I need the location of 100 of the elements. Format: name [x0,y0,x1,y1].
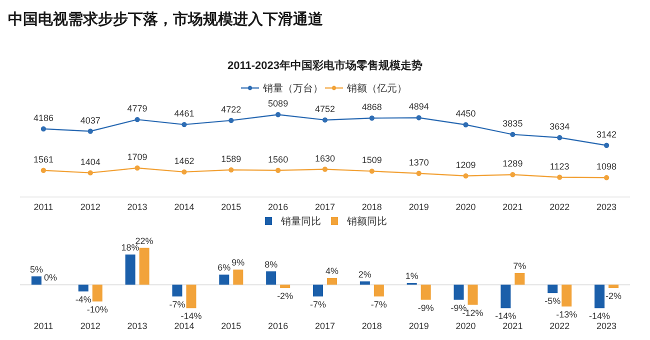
point [416,115,422,120]
x-tick-label: 2013 [127,321,148,331]
x-tick-label: 2012 [80,202,100,212]
data-label: 4450 [456,108,476,119]
data-label: 4186 [33,112,54,123]
x-tick-label: 2019 [408,321,429,331]
bar [186,284,196,308]
bar [139,248,150,285]
x-tick-label: 2015 [221,202,242,212]
data-label: -9% [418,302,434,313]
data-label: -9% [450,302,467,313]
data-label: 3634 [550,122,570,132]
point [604,175,610,180]
data-label: -10% [86,304,108,314]
point [134,165,140,171]
point [369,116,375,121]
data-label: -7% [169,299,186,310]
x-tick-label: 2021 [502,321,523,331]
data-label: -4% [75,294,92,304]
x-tick-label: 2011 [34,321,54,331]
chart-title: 中国电视需求步步下落，市场规模进入下滑通道 [8,10,324,28]
point [322,166,328,172]
data-label: 1123 [550,161,570,172]
data-label: -14% [180,311,202,322]
point [40,126,46,132]
x-tick-label: 2014 [174,202,194,212]
data-label: -2% [277,291,294,302]
bar [608,284,619,288]
bar [514,272,525,285]
legend-label: 销量（万台） [262,82,323,94]
point [557,135,562,140]
data-label: 6% [218,262,231,273]
x-tick-label: 2012 [80,321,100,331]
bar [327,278,337,285]
bar [233,270,244,285]
x-tick-label: 2020 [456,202,476,212]
data-label: 4779 [127,104,148,114]
bar [594,284,605,308]
data-label: 1370 [408,157,429,168]
data-label: 0% [44,272,57,283]
data-label: 1462 [174,156,194,166]
data-label: -14% [495,311,516,322]
bar [468,284,478,305]
data-label: 4894 [408,102,429,112]
x-tick-label: 2016 [268,202,288,212]
chart-subtitle: 2011-2023年中国彩电市场零售规模走势 [228,59,422,72]
data-label: -5% [544,296,561,306]
point [40,168,46,173]
x-tick-label: 2019 [408,202,429,212]
x-tick-label: 2016 [268,321,288,331]
data-label: 8% [264,259,278,270]
x-tick-label: 2014 [174,321,194,331]
bar [92,284,102,302]
data-label: 5089 [268,98,288,109]
data-label: 1% [405,271,418,282]
data-label: 2% [358,269,372,280]
data-label: 1098 [596,162,617,172]
bar [78,284,88,292]
data-label: 4037 [80,115,100,126]
point [275,112,281,118]
bar [172,284,182,296]
bar [313,284,323,296]
data-label: 9% [232,258,245,268]
data-label: 4461 [174,108,194,119]
legend-label: 销额同比 [346,216,387,228]
point [510,172,516,178]
data-label: 1630 [314,153,336,164]
point [557,174,562,180]
data-label: 1561 [33,154,54,164]
data-label: 4752 [314,104,336,114]
x-tick-label: 2022 [550,321,570,331]
x-tick-label: 2020 [456,321,476,331]
data-label: 4% [325,266,339,276]
point [228,167,234,173]
point [88,170,93,176]
data-label: 1709 [127,152,148,162]
data-label: -2% [606,291,622,302]
data-label: -13% [556,309,578,320]
x-tick-label: 2017 [314,202,336,212]
point [228,118,234,124]
data-label: 1289 [502,158,523,169]
x-tick-label: 2011 [34,202,54,212]
data-label: 1560 [268,154,288,164]
data-label: -14% [589,311,610,322]
bar [31,276,42,285]
point [604,142,610,148]
data-label: 3835 [502,118,523,128]
bar [454,284,464,300]
point [416,170,422,176]
bar [500,284,511,308]
bar [374,284,384,296]
data-label: 1209 [456,160,476,170]
bar [562,284,572,306]
data-label: 1509 [362,155,382,166]
bar [125,254,136,285]
x-tick-label: 2018 [362,202,382,212]
x-tick-label: 2015 [221,321,242,331]
x-tick-label: 2022 [550,202,570,212]
point [182,122,187,128]
bar [266,271,276,285]
